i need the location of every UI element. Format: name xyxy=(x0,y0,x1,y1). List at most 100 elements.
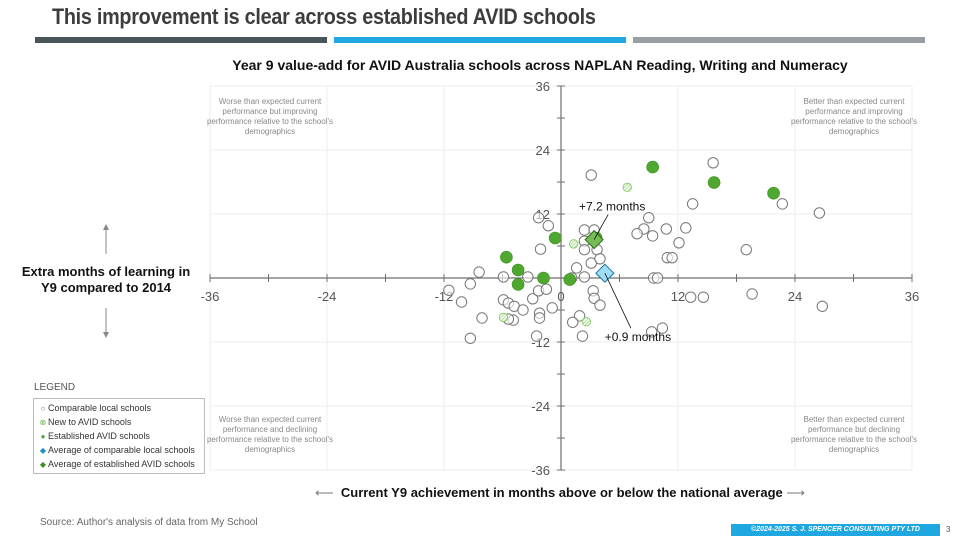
point-comparable-school xyxy=(673,237,685,249)
legend-title: LEGEND xyxy=(34,382,76,393)
point-comparable-school xyxy=(567,316,579,328)
point-comparable-school xyxy=(816,300,828,312)
point-comparable-school xyxy=(534,243,547,255)
point-comparable-school xyxy=(697,291,710,303)
annotations: +7.2 months +0.9 months xyxy=(579,200,671,345)
y-tick-label: -24 xyxy=(531,399,550,414)
point-comparable-school xyxy=(578,244,591,256)
point-comparable-school xyxy=(594,299,606,311)
point-new-avid-school xyxy=(568,239,579,249)
quadrant-top-right-note: Better than expected current performance… xyxy=(790,97,918,136)
y-axis-label: Extra months of learning in Y9 compared … xyxy=(21,264,191,295)
annotation-established-average: +7.2 months xyxy=(579,200,645,214)
point-comparable-school xyxy=(666,252,678,264)
point-comparable-school xyxy=(473,266,485,278)
x-axis-label: Current Y9 achievement in months above o… xyxy=(340,485,783,500)
point-comparable-school xyxy=(517,304,529,316)
quadrant-top-left-note: Worse than expected current performance … xyxy=(206,97,334,136)
copyright-badge: ©2024-2025 S. J. SPENCER CONSULTING PTY … xyxy=(731,524,940,536)
point-comparable-school xyxy=(707,157,719,169)
point-comparable-school xyxy=(656,322,669,334)
point-comparable-school xyxy=(643,212,655,224)
point-established-avid-school xyxy=(646,160,659,174)
point-comparable-school xyxy=(527,293,539,305)
chart-title: Year 9 value-add for AVID Australia scho… xyxy=(232,57,848,73)
point-established-avid-school xyxy=(707,176,721,189)
legend-item: ⊗ New to AVID schools xyxy=(38,415,204,429)
point-comparable-school xyxy=(585,169,597,181)
point-comparable-school xyxy=(631,228,643,240)
point-established-avid-school xyxy=(537,271,550,285)
point-comparable-school xyxy=(542,220,555,232)
arrow-right-icon: ⟶ xyxy=(782,485,805,500)
legend-label: Average of established AVID schools xyxy=(48,459,195,469)
arrow-left-icon: ⟵ xyxy=(314,485,341,500)
page-number: 3 xyxy=(946,525,951,534)
x-tick-label: -36 xyxy=(201,289,220,304)
point-comparable-school xyxy=(533,312,546,324)
legend-label: Average of comparable local schools xyxy=(48,445,195,455)
point-comparable-school xyxy=(540,283,553,295)
legend-item: ○ Comparable local schools xyxy=(38,401,204,415)
slide-title: This improvement is clear across establi… xyxy=(52,4,596,29)
point-comparable-school xyxy=(464,332,477,344)
point-comparable-school xyxy=(680,222,692,234)
legend-item: ◆ Average of established AVID schools xyxy=(38,457,204,471)
y-tick-label: -36 xyxy=(531,463,550,478)
title-bar-dark xyxy=(35,37,327,43)
y-axis-arrows xyxy=(103,224,109,338)
point-established-avid-school xyxy=(511,263,525,277)
annotation-leader-line xyxy=(604,273,632,329)
x-tick-label: 12 xyxy=(671,289,685,304)
point-comparable-school xyxy=(813,207,826,219)
y-tick-label: 36 xyxy=(536,79,550,94)
y-tick-label: 24 xyxy=(536,143,550,158)
annotation-comparable-average: +0.9 months xyxy=(605,330,671,344)
point-established-avid-school xyxy=(767,186,780,200)
point-comparable-school xyxy=(578,224,591,236)
point-comparable-school xyxy=(522,271,534,283)
point-established-avid-school xyxy=(563,273,577,286)
filled-circle-icon: ● xyxy=(40,432,46,441)
point-comparable-school xyxy=(530,330,543,342)
point-comparable-school xyxy=(746,288,758,300)
green-diamond-icon: ◆ xyxy=(39,460,47,469)
point-comparable-school xyxy=(646,230,659,242)
point-comparable-school xyxy=(684,291,697,303)
point-established-avid-school xyxy=(500,250,513,264)
point-comparable-school xyxy=(546,302,558,314)
point-new-avid-school xyxy=(622,182,632,193)
point-comparable-school xyxy=(660,223,672,235)
legend-label: New to AVID schools xyxy=(48,417,132,427)
point-comparable-school xyxy=(594,253,606,265)
point-comparable-school xyxy=(651,272,664,284)
point-comparable-school xyxy=(686,198,699,210)
source-note: Source: Author's analysis of data from M… xyxy=(40,517,258,528)
arrow-up-icon xyxy=(103,224,109,254)
point-comparable-school xyxy=(740,244,752,256)
legend-item: ◆ Average of comparable local schools xyxy=(38,443,204,457)
blue-diamond-icon: ◆ xyxy=(39,446,47,455)
x-tick-label: 0 xyxy=(557,289,564,304)
legend: ○ Comparable local schools ⊗ New to AVID s… xyxy=(33,398,205,474)
quadrant-bottom-left-note: Worse than expected current performance … xyxy=(206,415,334,454)
title-bar-grey xyxy=(633,37,925,43)
annotation-leader-line xyxy=(593,214,609,240)
legend-label: Comparable local schools xyxy=(48,403,152,413)
title-bar-blue xyxy=(334,37,626,43)
arrow-down-icon xyxy=(103,308,109,338)
x-tick-label: 24 xyxy=(788,289,802,304)
point-comparable-school xyxy=(455,296,468,308)
point-comparable-school xyxy=(645,326,658,338)
point-established-avid-school xyxy=(511,278,525,291)
x-tick-label: 36 xyxy=(905,289,919,304)
legend-item: ● Established AVID schools xyxy=(38,429,204,443)
point-comparable-school xyxy=(476,312,488,324)
hatched-circle-icon: ⊗ xyxy=(39,418,47,427)
hollow-circle-icon: ○ xyxy=(40,404,46,413)
x-axis-label-row: ⟵ Current Y9 achievement in months above… xyxy=(200,485,920,501)
point-new-avid-school xyxy=(581,317,592,327)
point-comparable-school xyxy=(578,271,591,283)
legend-label: Established AVID schools xyxy=(48,431,150,441)
